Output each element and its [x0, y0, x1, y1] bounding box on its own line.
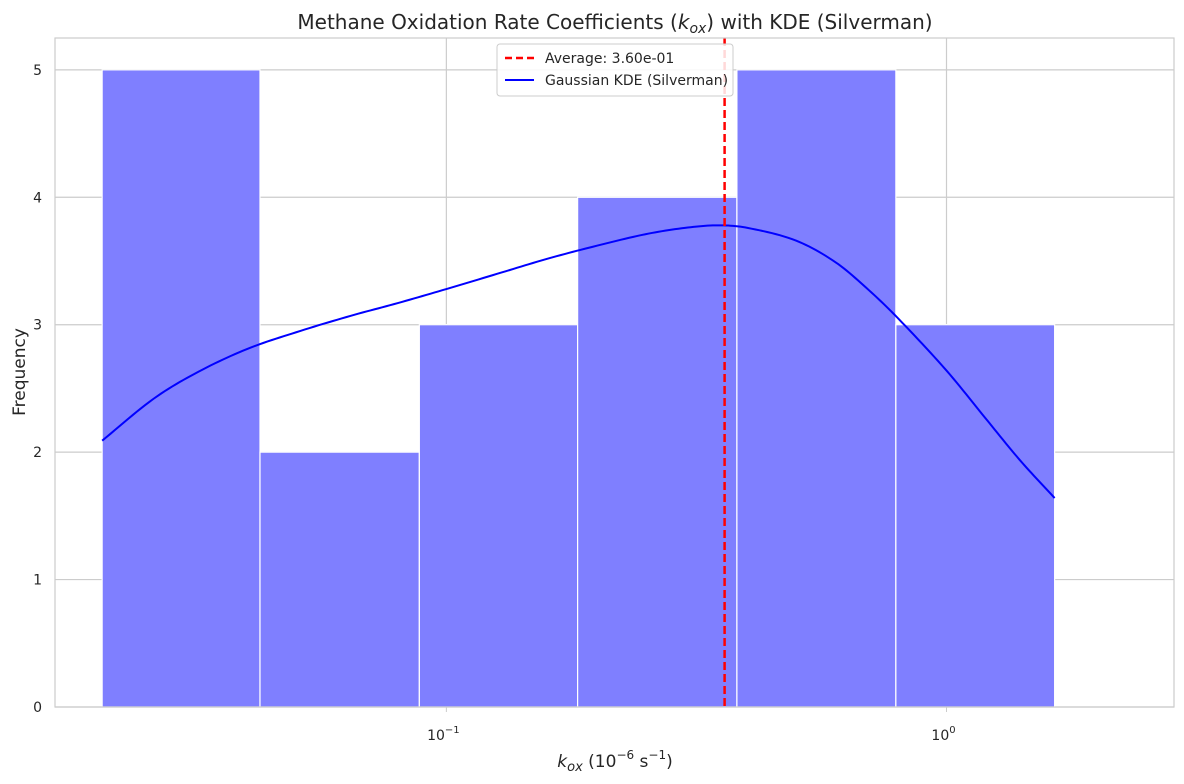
chart-title: Methane Oxidation Rate Coefficients (kox… [297, 10, 932, 37]
x-tick-label: 100 [931, 725, 955, 744]
title-part-3: ox [689, 21, 707, 37]
x-axis-ticks: 10−1 100 [427, 707, 956, 744]
title-part-4: ) with KDE (Silverman) [706, 10, 932, 34]
legend-box [496, 43, 734, 97]
histogram-bar [418, 324, 579, 708]
y-tick-label: 0 [33, 700, 42, 716]
y-tick-label: 5 [33, 63, 42, 79]
x-label-part-2: ox [567, 760, 583, 775]
x-label-part-4: −6 [616, 748, 634, 762]
x-axis-label: kox (10−6 s−1) [557, 748, 673, 775]
x-label-part-7: ) [666, 752, 673, 772]
x-label-part-5: s [634, 752, 648, 772]
title-part-2: k [678, 10, 691, 34]
x-label-part-3: (10 [583, 752, 617, 772]
x-tick-label: 10−1 [427, 725, 460, 744]
legend-kde-label: Gaussian KDE (Silverman) [545, 73, 728, 89]
legend: Average: 3.60e-01 Gaussian KDE (Silverma… [496, 43, 734, 97]
y-tick-label: 2 [33, 445, 42, 461]
histogram-bar [895, 324, 1056, 708]
plot-frame [54, 37, 1175, 708]
histogram-bar [259, 451, 420, 708]
x-label-part-1: k [557, 752, 568, 772]
kde-curve-group [101, 224, 1056, 499]
kde-curve [101, 224, 1056, 499]
title-part-1: Methane Oxidation Rate Coefficients ( [297, 10, 677, 34]
y-tick-label: 4 [33, 190, 42, 206]
x-tick-exponent: 0 [949, 725, 955, 736]
x-label-part-6: −1 [648, 748, 666, 762]
y-axis-ticks: 0 1 2 3 4 5 [33, 63, 42, 716]
histogram-bar [736, 69, 897, 708]
y-tick-label: 1 [33, 573, 42, 589]
histogram-bar [101, 69, 261, 708]
x-tick-base: 10 [931, 728, 949, 744]
x-tick-base: 10 [427, 728, 445, 744]
histogram-bars [101, 69, 1056, 708]
x-tick-exponent: −1 [445, 725, 460, 736]
legend-average-label: Average: 3.60e-01 [545, 51, 674, 67]
histogram-bar [577, 196, 738, 708]
y-tick-label: 3 [33, 318, 42, 334]
y-axis-label: Frequency [10, 328, 30, 416]
